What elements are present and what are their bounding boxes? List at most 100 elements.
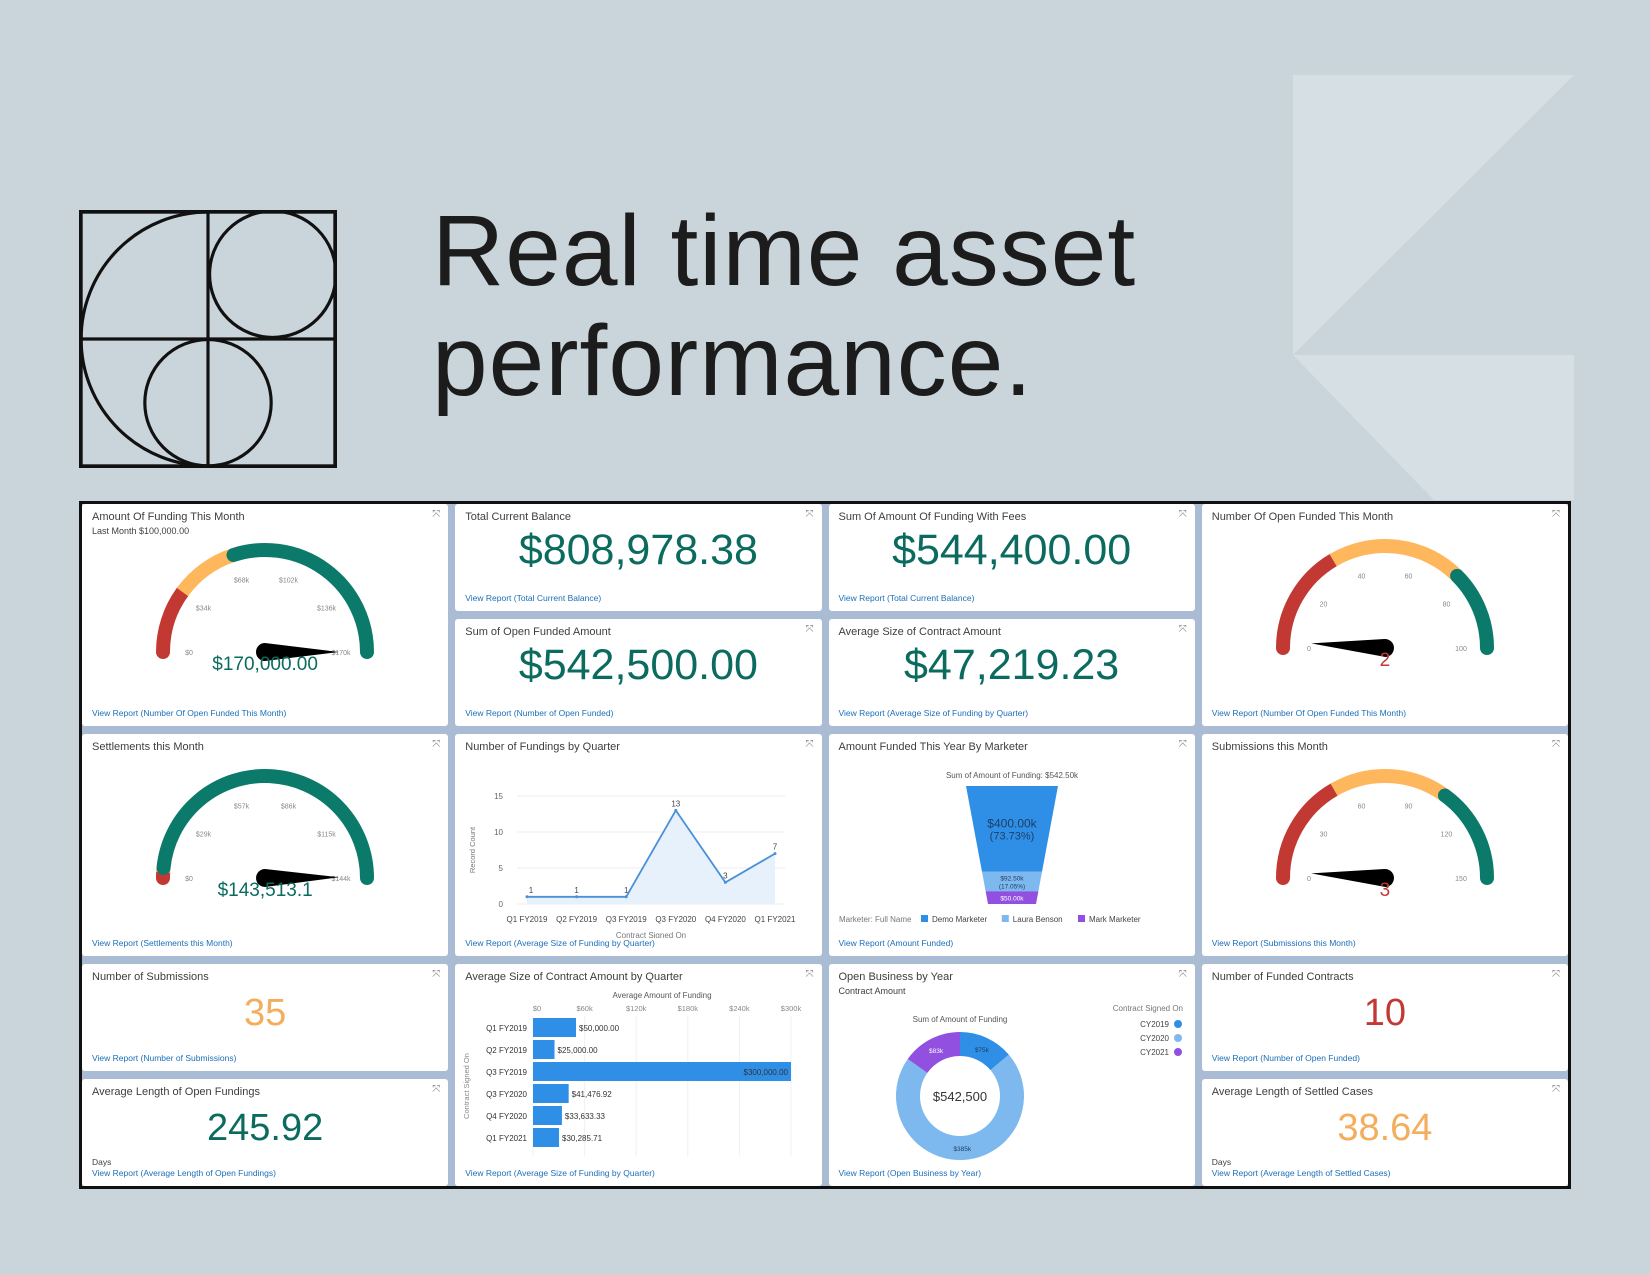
card-marketer: Amount Funded This Year By Marketer ⤧ Su… [828, 734, 1195, 956]
card-title: Total Current Balance [465, 511, 572, 523]
card-title: Sum Of Amount Of Funding With Fees [838, 511, 1027, 523]
view-report-link[interactable]: View Report (Number of Open Funded) [1211, 1053, 1360, 1063]
x-axis-label: Average Amount of Funding [613, 991, 712, 1000]
legend-label: CY2021 [1140, 1048, 1169, 1057]
view-report-link[interactable]: View Report (Total Current Balance) [838, 593, 975, 603]
bar-value-label: $300,000.00 [744, 1068, 789, 1077]
x-tick-label: Q2 FY2019 [556, 915, 597, 924]
y-tick-label: Q3 FY2020 [486, 1090, 527, 1099]
x-tick-label: $120k [626, 1004, 647, 1013]
bar [533, 1018, 577, 1037]
view-report-link[interactable]: View Report (Number Of Open Funded This … [1211, 708, 1407, 718]
data-point [674, 808, 678, 812]
data-label: 3 [723, 871, 728, 880]
unit-label: Days [92, 1157, 112, 1167]
headline-line-2: performance. [432, 305, 1034, 417]
view-report-link[interactable]: View Report (Average Size of Funding by … [838, 708, 1029, 718]
gauge-value: $170,000.00 [212, 654, 318, 675]
gauge-tick-label: $136k [317, 605, 337, 612]
card-avg-open: Average Length of Open Fundings ⤧ 245.92… [82, 1079, 449, 1186]
view-report-link[interactable]: View Report (Number Of Open Funded This … [92, 708, 287, 718]
expand-icon[interactable]: ⤧ [805, 509, 814, 520]
expand-icon[interactable]: ⤧ [805, 739, 814, 750]
gauge-tick-label: 0 [1307, 876, 1311, 883]
legend-swatch [1173, 1020, 1182, 1028]
card-avg-contract-quarter: Average Size of Contract Amount by Quart… [455, 964, 822, 1186]
card-title: Number of Fundings by Quarter [465, 741, 620, 753]
card-num-submissions: Number of Submissions ⤧ 35 View Report (… [82, 964, 449, 1071]
gauge-tick-label: $57k [234, 804, 250, 811]
y-axis-label: Record Count [468, 826, 477, 873]
view-report-link[interactable]: View Report (Open Business by Year) [838, 1168, 982, 1178]
expand-icon[interactable]: ⤧ [1178, 624, 1187, 635]
expand-icon[interactable]: ⤧ [805, 624, 814, 635]
card-settlements: Settlements this Month ⤧ $0 $29k $57k $86k $… [82, 734, 449, 956]
view-report-link[interactable]: View Report (Number of Submissions) [92, 1053, 237, 1063]
funnel-segment [981, 871, 1042, 892]
legend-swatch [1001, 915, 1009, 922]
gauge-chart: $0 $29k $57k $86k $115k $144k [156, 769, 374, 887]
x-tick-label: Q4 FY2020 [705, 915, 746, 924]
gauge-needle [1310, 639, 1394, 657]
metric-value: 10 [1363, 992, 1407, 1034]
expand-icon[interactable]: ⤧ [1552, 969, 1560, 980]
gauge-tick-label: $86k [281, 804, 297, 811]
view-report-link[interactable]: View Report (Settlements this Month) [92, 938, 233, 948]
donut-slice [907, 1032, 960, 1073]
expand-icon[interactable]: ⤧ [1552, 509, 1560, 520]
company-logo [79, 210, 337, 468]
view-report-link[interactable]: View Report (Average Length of Open Fund… [92, 1168, 276, 1178]
view-report-link[interactable]: View Report (Total Current Balance) [465, 593, 602, 603]
legend-label: Demo Marketer [932, 915, 987, 924]
card-subtitle: Last Month $100,000.00 [92, 526, 190, 536]
data-point [575, 895, 579, 899]
expand-icon[interactable]: ⤧ [432, 1084, 441, 1095]
expand-icon[interactable]: ⤧ [1552, 739, 1560, 750]
line-area [527, 810, 776, 904]
data-point [624, 895, 628, 899]
gauge-band [1437, 788, 1494, 885]
y-tick-label: 15 [494, 792, 503, 801]
expand-icon[interactable]: ⤧ [1552, 1084, 1560, 1095]
gauge-tick-label: 100 [1455, 646, 1467, 653]
expand-icon[interactable]: ⤧ [432, 969, 441, 980]
y-tick-label: Q1 FY2019 [486, 1024, 527, 1033]
view-report-link[interactable]: View Report (Average Size of Funding by … [465, 1168, 655, 1178]
card-total-balance: Total Current Balance ⤧ $808,978.38 View… [455, 504, 822, 611]
card-open-funded-amount: Sum of Open Funded Amount ⤧ $542,500.00 … [455, 619, 822, 726]
card-avg-contract: Average Size of Contract Amount ⤧ $47,21… [828, 619, 1195, 726]
gauge-tick-label: $102k [279, 578, 299, 585]
y-tick-label: 10 [494, 828, 503, 837]
expand-icon[interactable]: ⤧ [1178, 509, 1187, 520]
view-report-link[interactable]: View Report (Amount Funded) [838, 938, 954, 948]
bar-value-label: $25,000.00 [558, 1046, 599, 1055]
data-label: 7 [773, 843, 778, 852]
bar [533, 1062, 792, 1081]
bar-value-label: $41,476.92 [572, 1090, 613, 1099]
bar [533, 1128, 560, 1147]
dashboard: Amount Of Funding This Month Last Month … [79, 501, 1571, 1189]
gauge-band [1329, 539, 1462, 581]
view-report-link[interactable]: View Report (Average Length of Settled C… [1211, 1168, 1391, 1178]
expand-icon[interactable]: ⤧ [432, 739, 441, 750]
view-report-link[interactable]: View Report (Submissions this Month) [1211, 938, 1356, 948]
metric-value: $808,978.38 [518, 526, 758, 574]
data-label: 1 [624, 886, 629, 895]
gauge-band [176, 548, 236, 597]
expand-icon[interactable]: ⤧ [432, 509, 441, 520]
bar-value-label: $50,000.00 [579, 1024, 620, 1033]
x-tick-label: Q1 FY2021 [755, 915, 796, 924]
card-avg-settled: Average Length of Settled Cases ⤧ 38.64 … [1201, 1079, 1568, 1186]
funnel-percent-label: (17.05%) [998, 883, 1024, 890]
y-tick-label: Q4 FY2020 [486, 1112, 527, 1121]
y-tick-label: Q3 FY2019 [486, 1068, 527, 1077]
view-report-link[interactable]: View Report (Number of Open Funded) [465, 708, 614, 718]
gauge-needle [256, 869, 339, 887]
expand-icon[interactable]: ⤧ [1178, 739, 1187, 750]
view-report-link[interactable]: View Report (Average Size of Funding by … [465, 938, 655, 948]
gauge-tick-label: 120 [1440, 831, 1452, 838]
line-series [527, 808, 776, 898]
expand-icon[interactable]: ⤧ [1178, 969, 1187, 980]
expand-icon[interactable]: ⤧ [805, 969, 814, 980]
gauge-band [156, 585, 190, 659]
